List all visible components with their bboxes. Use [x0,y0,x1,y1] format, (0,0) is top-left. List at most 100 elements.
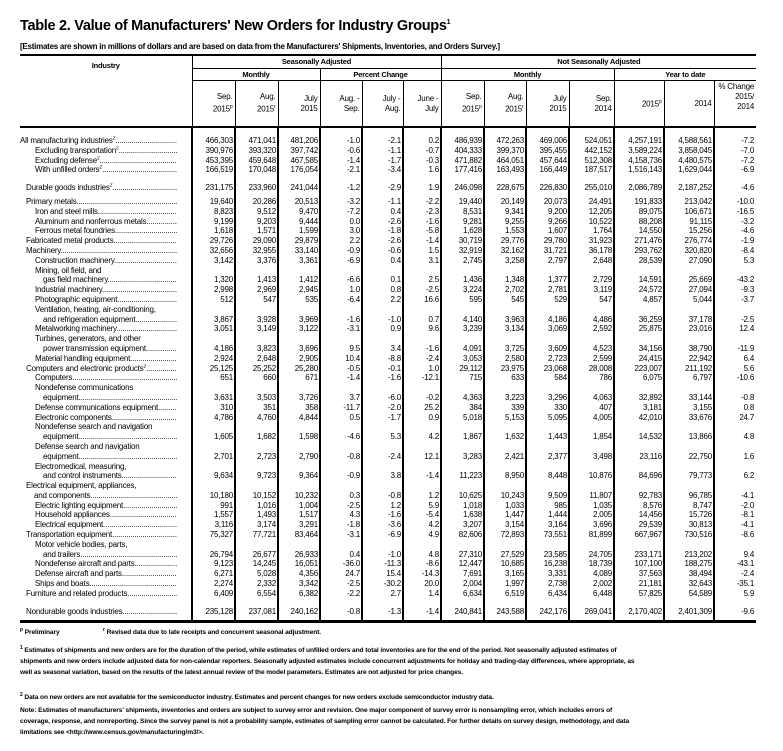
value-cell: 2,729 [568,265,615,286]
value-cell: 0.9 [361,324,403,335]
value-cell: -0.8 [361,481,403,501]
industry-label: Metalworking machinery [20,324,192,334]
value-cell: 82,606 [440,530,485,540]
table-row: Iron and steel mills8,8239,5129,470-7.20… [20,206,757,217]
value-cell: 2,187,252 [663,175,715,193]
value-cell: 3,963 [483,304,527,325]
value-cell: 18,739 [568,559,615,570]
value-cell: 3,207 [440,520,485,531]
value-cell: 16,051 [277,559,320,570]
value-cell: 83,464 [277,530,320,540]
value-cell: 8,576 [613,500,665,511]
value-cell: 29,726 [191,236,235,246]
value-cell: 32,955 [234,245,278,256]
not-seasonally-adjusted-header: Not Seasonally Adjusted [440,54,757,69]
value-cell: 1.5 [401,245,442,256]
value-cell: 4,186 [525,304,570,325]
value-cell: 106,671 [663,206,715,217]
value-cell: 453,395 [191,155,235,166]
value-cell: 176,054 [277,165,320,176]
value-cell: -4.6 [713,175,757,193]
value-cell: 467,585 [277,155,320,166]
value-cell: 27,094 [663,285,715,295]
column-header: Sep. 2014 [568,80,615,128]
table-row: Nondefense search and navigation equipmen… [20,422,757,442]
table-row: Electrical equipment, appliances, and com… [20,481,757,501]
value-cell: 1,348 [483,265,527,286]
value-cell: 4,257,191 [613,127,665,146]
value-cell: 32,919 [440,245,485,256]
value-cell: -7.2 [319,206,362,217]
value-cell: -43.1 [713,559,757,570]
value-cell: 12,447 [440,559,485,570]
value-cell: 5,153 [483,412,527,423]
value-cell: 32,162 [483,245,527,256]
value-cell: 1,436 [440,265,485,286]
value-cell: 3,164 [525,520,570,531]
value-cell: -6.6 [319,265,362,286]
industry-label: Iron and steel mills [20,207,192,217]
value-cell: 1,571 [234,226,278,237]
value-cell: 3,283 [440,441,485,462]
value-cell: 5,028 [234,569,278,580]
value-cell: 0.8 [713,402,757,413]
value-cell: 72,893 [483,530,527,540]
value-cell: 1.6 [713,441,757,462]
value-cell: 6,434 [525,588,570,599]
table-row: Excluding defense2453,395459,648467,585-… [20,155,757,166]
value-cell: 545 [483,294,527,305]
table-row: Turbines, generators, and other power tra… [20,334,757,354]
value-cell: -2.9 [361,175,403,193]
value-cell: 1,444 [525,510,570,521]
value-cell: -0.9 [319,245,362,256]
value-cell: -1.6 [361,373,403,384]
value-cell: 1,004 [277,500,320,511]
value-cell: -36.0 [319,559,362,570]
value-cell: 1,607 [525,226,570,237]
table-row: Household appliances1,5571,4931,5174.3-1… [20,510,757,521]
value-cell: 1,638 [440,510,485,521]
value-cell: 11,807 [568,481,615,501]
column-header: 2014 [663,80,715,128]
value-cell: 9,470 [277,206,320,217]
value-cell: 14,550 [613,226,665,237]
column-header: Sep. 2015p [191,80,236,128]
value-cell: -1.0 [361,304,403,325]
value-cell: 481,206 [277,127,320,146]
value-cell: 2,170,402 [613,598,665,622]
value-cell: 3,589,224 [613,145,665,156]
industry-label: Machinery [20,246,192,256]
value-cell: 651 [191,373,235,384]
value-cell: 2,702 [483,285,527,295]
value-cell: 20,513 [277,192,320,207]
value-cell: 23,016 [663,324,715,335]
value-cell: 985 [525,500,570,511]
value-cell: 25.2 [401,402,442,413]
value-cell: 1,867 [440,422,485,442]
value-cell: 2,332 [234,579,278,589]
table-row: Mining, oil field, and gas field machiner… [20,265,757,286]
value-cell: 1.0 [319,285,362,295]
value-cell: -1.6 [401,216,442,227]
value-cell: 2.2 [319,236,362,246]
value-cell: 2,998 [191,285,235,295]
value-cell: 5.6 [713,363,757,374]
value-cell: 2,274 [191,579,235,589]
value-cell: 10,152 [234,481,278,501]
value-cell: 13,866 [663,422,715,442]
industry-label: Electrical equipment, appliances, and com… [20,481,192,501]
industry-label: Defense search and navigation equipment [20,442,192,462]
value-cell: -14.3 [401,569,442,580]
value-cell: 0.8 [361,285,403,295]
value-cell: 22,750 [663,441,715,462]
value-cell: 2,580 [483,353,527,364]
value-cell: 37,178 [663,304,715,325]
value-cell: 246,098 [440,175,485,193]
value-cell: 14,245 [234,559,278,570]
value-cell: 3,258 [483,255,527,266]
value-cell: 42,010 [613,412,665,423]
value-cell: -6.9 [361,530,403,540]
value-cell: 3.8 [361,461,403,482]
table-row: Aluminum and nonferrous metals9,1999,203… [20,216,757,227]
value-cell: 2,648 [234,353,278,364]
